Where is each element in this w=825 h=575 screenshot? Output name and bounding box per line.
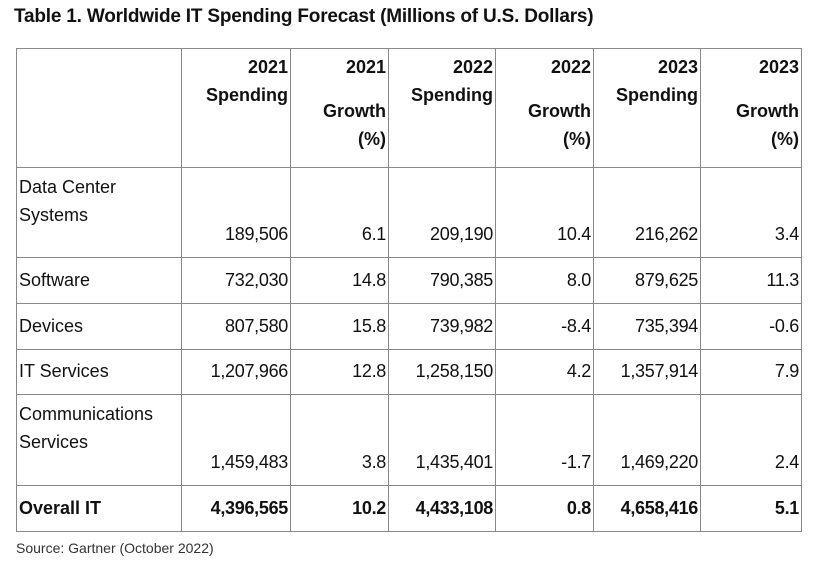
table-row: Communications Services 1,459,483 3.8 1,435… [16,394,802,486]
cell-2022-spending: 790,385 [388,257,496,304]
table-row: Devices 807,580 15.8 739,982 -8.4 735,394 -0.6 [16,303,802,350]
cell-2023-growth: 7.9 [700,349,802,395]
cell-2023-spending: 216,262 [593,167,701,258]
cell-2021-growth: 10.2 [290,485,389,532]
table-row: Data Center Systems 189,506 6.1 209,190 10.4… [16,167,802,258]
header-row: 2021 Spending 2021 Growth (%) 2022 Spending 202… [16,48,802,168]
cell-2022-growth: 8.0 [495,257,594,304]
cell-2021-growth: 6.1 [290,167,389,258]
column-header-2022-growth: 2022 Growth (%) [495,48,594,168]
cell-2023-growth: -0.6 [700,303,802,350]
row-label: IT Services [16,349,182,395]
cell-2022-growth: 10.4 [495,167,594,258]
cell-2021-spending: 1,207,966 [181,349,291,395]
cell-2021-growth: 12.8 [290,349,389,395]
header-label: Spending [206,85,288,105]
column-header-2021-spending: 2021 Spending [181,48,291,168]
cell-2023-spending: 879,625 [593,257,701,304]
cell-2022-growth: -1.7 [495,394,594,486]
header-year: 2022 [452,57,493,77]
spacer [703,81,799,97]
cell-2022-spending: 1,258,150 [388,349,496,395]
cell-2023-spending: 735,394 [593,303,701,350]
header-label: Spending [616,85,698,105]
row-label: Data Center Systems [16,167,182,258]
cell-2023-growth: 5.1 [700,485,802,532]
cell-2023-growth: 2.4 [700,394,802,486]
cell-2023-spending: 1,357,914 [593,349,701,395]
row-label: Devices [16,303,182,350]
header-year: 2021 [345,57,386,77]
cell-2021-spending: 732,030 [181,257,291,304]
table-title: Table 1. Worldwide IT Spending Forecast … [14,6,594,27]
table-row: IT Services 1,207,966 12.8 1,258,150 4.2 1,35… [16,349,802,395]
header-label: Growth [528,101,591,121]
header-label: Growth [736,101,799,121]
cell-2022-spending: 1,435,401 [388,394,496,486]
header-year: 2023 [657,57,698,77]
row-label: Software [16,257,182,304]
total-row: Overall IT 4,396,565 10.2 4,433,108 0.8 4,658… [16,485,802,532]
cell-2022-growth: 4.2 [495,349,594,395]
header-unit: (%) [771,129,799,149]
column-header-2023-growth: 2023 Growth (%) [700,48,802,168]
spacer [498,81,591,97]
header-label: Growth [323,101,386,121]
header-unit: (%) [563,129,591,149]
header-empty-cell [16,48,182,168]
cell-2021-growth: 14.8 [290,257,389,304]
it-spending-table: 2021 Spending 2021 Growth (%) 2022 Spending 202… [16,48,802,532]
cell-2023-spending: 1,469,220 [593,394,701,486]
cell-2021-growth: 3.8 [290,394,389,486]
cell-2022-spending: 739,982 [388,303,496,350]
column-header-2021-growth: 2021 Growth (%) [290,48,389,168]
cell-2022-growth: 0.8 [495,485,594,532]
cell-2021-spending: 807,580 [181,303,291,350]
table-row: Software 732,030 14.8 790,385 8.0 879,625 11.3 [16,257,802,304]
header-year: 2023 [758,57,799,77]
header-label: Spending [411,85,493,105]
spacer [293,81,386,97]
cell-2023-growth: 11.3 [700,257,802,304]
source-note: Source: Gartner (October 2022) [16,540,214,556]
column-header-2023-spending: 2023 Spending [593,48,701,168]
cell-2023-spending: 4,658,416 [593,485,701,532]
cell-2021-spending: 189,506 [181,167,291,258]
cell-2021-spending: 1,459,483 [181,394,291,486]
header-year: 2022 [550,57,591,77]
cell-2022-spending: 209,190 [388,167,496,258]
cell-2022-spending: 4,433,108 [388,485,496,532]
cell-2023-growth: 3.4 [700,167,802,258]
header-unit: (%) [358,129,386,149]
column-header-2022-spending: 2022 Spending [388,48,496,168]
cell-2021-growth: 15.8 [290,303,389,350]
header-year: 2021 [247,57,288,77]
row-label: Communications Services [16,394,182,486]
row-label: Overall IT [16,485,182,532]
cell-2022-growth: -8.4 [495,303,594,350]
cell-2021-spending: 4,396,565 [181,485,291,532]
